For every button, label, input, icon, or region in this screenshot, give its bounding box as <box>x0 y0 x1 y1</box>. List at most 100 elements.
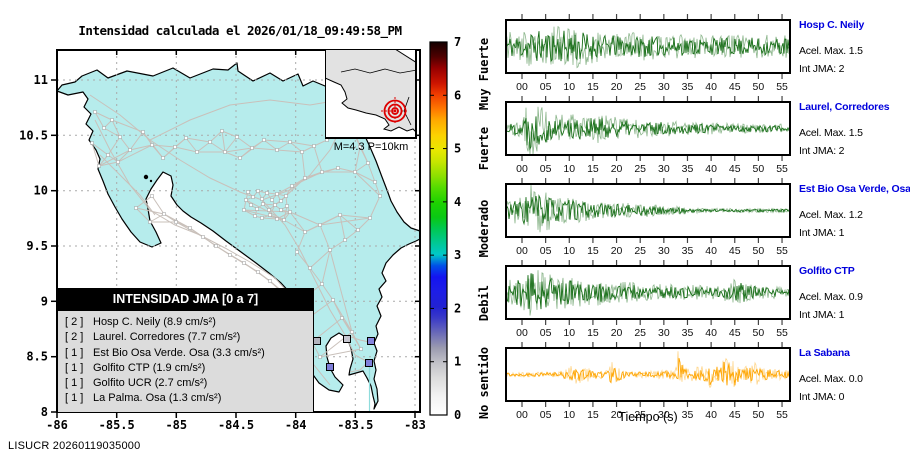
seismic-station-dot <box>134 206 138 210</box>
road-link <box>291 177 306 187</box>
road-link <box>224 136 238 153</box>
road-link <box>98 161 119 167</box>
x-axis-tick-label: -84.5 <box>218 418 254 432</box>
legend-item-intensity: [ 1 ] <box>65 377 84 390</box>
legend-item-station: Laurel. Corredores (7.7 cm/s²) <box>93 331 241 344</box>
epicenter-ring <box>387 103 403 119</box>
intensity-colorbar: 0 1 2 3 4 5 6 7 No sentido Debil Moderado Fuerte Muy… <box>429 35 491 422</box>
seismic-station-dot <box>284 194 288 198</box>
colorbar-category-label: Fuerte <box>477 127 491 170</box>
colorbar-category-label: No sentido <box>477 347 491 419</box>
road-link <box>283 205 288 221</box>
seis-x-tick-label: 50 <box>753 327 765 339</box>
y-axis-tick-label: 10.5 <box>19 128 48 142</box>
legend-item-intensity: [ 2 ] <box>65 331 84 344</box>
colorbar-category-label: Moderado <box>477 200 491 258</box>
seismic-station-dot <box>249 203 253 207</box>
road-link <box>339 214 371 219</box>
seismic-station-dot <box>208 140 212 144</box>
road-link <box>351 331 362 350</box>
road-link <box>174 137 187 148</box>
x-axis-tick-label: -83.5 <box>337 418 373 432</box>
road-link <box>243 209 256 217</box>
road-link <box>174 146 198 153</box>
road-link <box>301 151 306 179</box>
road-link <box>354 146 361 173</box>
seis-x-tick-label: 45 <box>729 327 741 339</box>
road-link <box>251 147 278 151</box>
road-link <box>111 119 144 133</box>
seismic-station-dot <box>97 164 101 168</box>
seis-x-tick-label: 25 <box>634 245 646 257</box>
legend-item-station: La Palma. Osa (1.3 cm/s²) <box>93 392 222 405</box>
road-link <box>354 171 381 197</box>
road-link <box>321 249 331 285</box>
seis-x-tick-label: 15 <box>587 81 599 93</box>
seis-x-tick-label: 45 <box>729 163 741 175</box>
seismic-station-dot <box>318 355 322 359</box>
seismic-station-dot <box>110 118 114 122</box>
seis-x-tick-label: 30 <box>658 327 670 339</box>
seismic-station-dot <box>303 176 307 180</box>
road-link <box>224 151 241 159</box>
seis-x-tick-label: 05 <box>540 327 552 339</box>
seis-x-tick-label: 10 <box>563 327 575 339</box>
road-link <box>289 141 315 147</box>
seis-x-tick-label: 00 <box>516 327 528 339</box>
seismic-station-dot <box>275 192 279 196</box>
station-name: La Sabana <box>799 347 850 359</box>
road-link <box>319 217 371 226</box>
x-axis-tick-label: -85.5 <box>99 418 135 432</box>
seismic-station-dot <box>265 191 269 195</box>
road-link <box>339 214 346 241</box>
road-link <box>151 144 164 159</box>
seis-x-tick-label: 30 <box>658 245 670 257</box>
seis-x-tick-label: 35 <box>682 245 694 257</box>
station-name: Golfito CTP <box>799 265 855 277</box>
seis-x-tick-label: 10 <box>563 409 575 421</box>
seismic-station-dot <box>255 207 259 211</box>
road-link <box>276 149 303 153</box>
seismic-station-dot <box>220 129 224 133</box>
seismic-station-dot <box>328 248 332 252</box>
road-link <box>301 145 315 153</box>
road-link <box>276 185 293 195</box>
seismic-station-dot <box>228 253 232 257</box>
seismic-station-dot <box>336 166 340 170</box>
time-axis-label: Tiempo (s) <box>618 410 678 424</box>
road-link <box>289 141 303 153</box>
station-acel-max: Acel. Max. 1.5 <box>799 45 863 57</box>
seismic-station-dot <box>273 203 277 207</box>
legend-item-intensity: [ 1 ] <box>65 392 84 405</box>
legend-item: [ 1 ] Est Bio Osa Verde. Osa (3.3 cm/s²) <box>65 346 307 361</box>
seis-x-tick-label: 55 <box>776 245 788 257</box>
seismic-station-dot <box>102 126 106 130</box>
seismic-station-dot <box>260 216 264 220</box>
road-link <box>221 130 226 153</box>
road-link <box>94 111 113 121</box>
seismic-station-dot <box>116 160 120 164</box>
seis-x-tick-label: 20 <box>611 81 623 93</box>
road-link <box>263 139 291 143</box>
road-line <box>89 94 263 201</box>
road-link <box>329 239 346 251</box>
seismic-station-dot <box>373 180 377 184</box>
seismic-station-dot <box>368 216 372 220</box>
road-link <box>337 167 356 173</box>
x-axis-tick-label: -84 <box>285 418 307 432</box>
road-link <box>344 229 359 241</box>
seis-x-tick-label: 50 <box>753 409 765 421</box>
seismic-station-dot <box>246 190 250 194</box>
seismic-station-dot <box>235 135 239 139</box>
legend-item-intensity: [ 1 ] <box>65 361 84 374</box>
road-line <box>261 119 346 201</box>
road-link <box>309 249 331 269</box>
seis-x-tick-label: 30 <box>658 409 670 421</box>
road-link <box>357 217 371 231</box>
road-link <box>251 139 265 149</box>
station-name: Est Bio Osa Verde, Osa <box>799 183 910 195</box>
seis-x-tick-label: 30 <box>658 163 670 175</box>
inset-frame <box>325 49 417 139</box>
road-link <box>117 144 153 163</box>
